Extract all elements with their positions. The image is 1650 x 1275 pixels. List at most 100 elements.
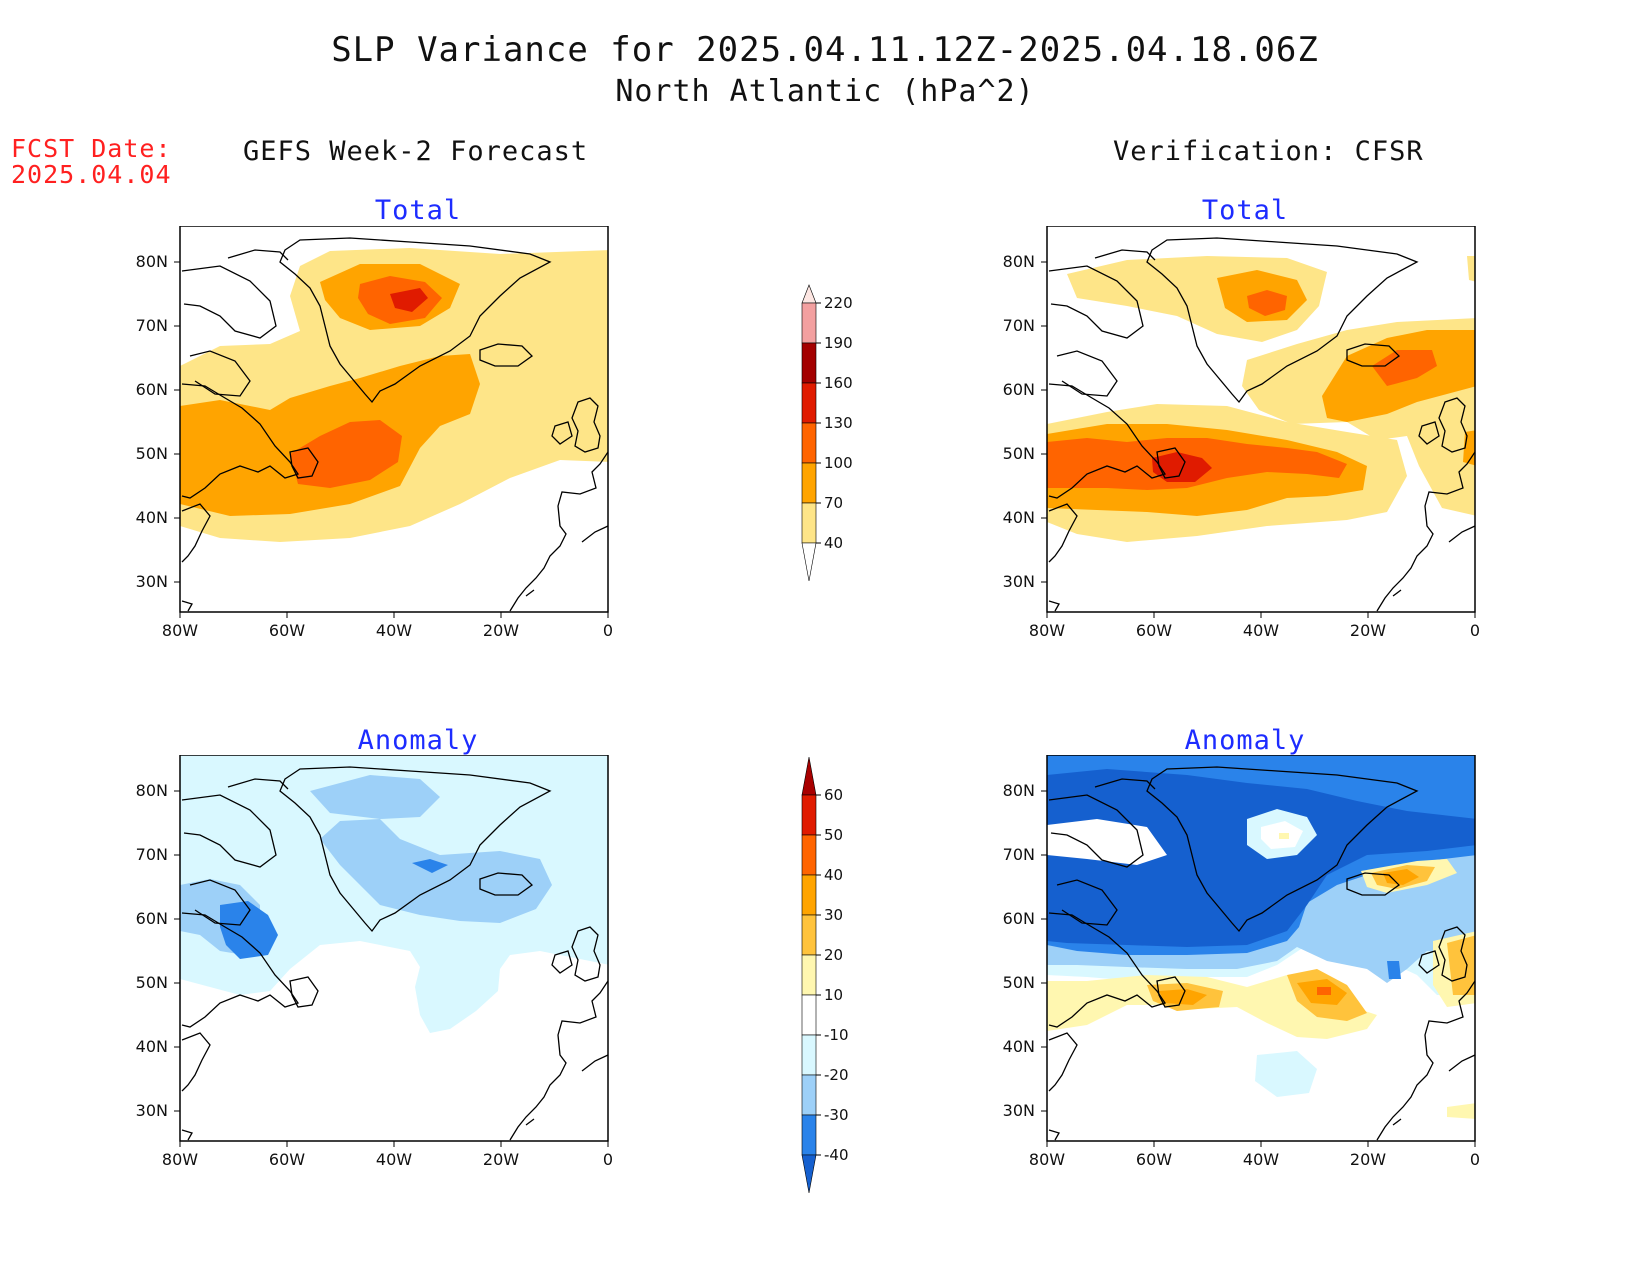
lon-label: 40W: [1243, 1150, 1279, 1169]
colorbar-anomaly-label: -20: [824, 1066, 849, 1084]
main-title: SLP Variance for 2025.04.11.12Z-2025.04.…: [331, 30, 1319, 70]
right-column-title: Verification: CFSR: [1113, 136, 1424, 167]
contour-30-40-c: [1383, 869, 1419, 885]
colorbar-total: 40 70 100 130 160 190 220: [790, 283, 870, 617]
contour-neg10-south: [1255, 1051, 1317, 1097]
colorbar-anomaly-top-triangle: [801, 756, 817, 796]
colorbar-total-label: 160: [824, 374, 853, 392]
lat-label: 80N: [1003, 252, 1035, 271]
colorbar-anomaly-segment: [801, 1074, 817, 1116]
lon-label: 60W: [1136, 1150, 1172, 1169]
colorbar-anomaly-label: 20: [824, 946, 843, 964]
colorbar-anomaly-label: 40: [824, 866, 843, 884]
lat-label: 50N: [1003, 444, 1035, 463]
lat-label: 40N: [1003, 508, 1035, 527]
colorbar-anomaly: -40 -30 -20 -10 10 20 30 40 50 60: [790, 755, 870, 1209]
contour-below-neg40: [1047, 769, 1475, 947]
colorbar-total-segment: [801, 462, 817, 504]
colorbar-anomaly-label: -30: [824, 1106, 849, 1124]
lon-label: 20W: [1350, 1150, 1386, 1169]
colorbar-total-segment: [801, 502, 817, 544]
lon-label: 60W: [1136, 621, 1172, 640]
contour-100-130-north: [1247, 290, 1287, 316]
panel-title-top-right: Total: [1201, 195, 1289, 226]
contour-10-20-spot: [1279, 833, 1289, 839]
lon-label: 80W: [162, 621, 198, 640]
lat-label: 70N: [1003, 845, 1035, 864]
contour-neg30-neg40-a: [220, 901, 278, 959]
lon-label: 0: [1470, 621, 1480, 640]
colorbar-anomaly-segment: [801, 874, 817, 916]
contour-neg30-spot: [1387, 961, 1401, 979]
lon-label: 40W: [376, 1150, 412, 1169]
lon-label: 0: [603, 621, 613, 640]
colorbar-total-label: 130: [824, 414, 853, 432]
colorbar-total-segment: [801, 422, 817, 464]
colorbar-total-segment: [801, 342, 817, 384]
lon-label: 20W: [1350, 621, 1386, 640]
colorbar-anomaly-segment: [801, 1034, 817, 1076]
contour-40-70-corner: [1467, 256, 1475, 282]
colorbar-total-label: 70: [824, 494, 843, 512]
main-subtitle: North Atlantic (hPa^2): [615, 74, 1035, 109]
contour-neg30-neg40-b: [412, 859, 448, 873]
lat-label: 60N: [136, 380, 168, 399]
contour-130-160: [390, 288, 428, 312]
panel-cfsr-total: 80N 70N 60N 50N 40N 30N 80W 60W 40W 20W …: [987, 225, 1507, 650]
contour-10-20-corner: [1447, 1103, 1475, 1119]
contour-40-50-spot: [1317, 987, 1331, 995]
panel-title-bottom-right: Anomaly: [1184, 725, 1306, 756]
lon-label: 40W: [1243, 621, 1279, 640]
lat-label: 50N: [1003, 973, 1035, 992]
colorbar-anomaly-label: 10: [824, 986, 843, 1004]
lon-label: 0: [1470, 1150, 1480, 1169]
lat-label: 40N: [1003, 1037, 1035, 1056]
lat-ticks: [174, 261, 609, 618]
panel-cfsr-anomaly: 80N 70N 60N 50N 40N 30N 80W 60W 40W 20W …: [987, 754, 1507, 1179]
lat-label: 80N: [1003, 781, 1035, 800]
panel-gefs-anomaly: 80N 70N 60N 50N 40N 30N 80W 60W 40W 20W …: [120, 754, 640, 1179]
colorbar-anomaly-label: 60: [824, 786, 843, 804]
colorbar-anomaly-segment: [801, 994, 817, 1036]
lat-label: 80N: [136, 781, 168, 800]
lat-label: 70N: [136, 845, 168, 864]
colorbar-total-label: 40: [824, 534, 843, 552]
lat-label: 30N: [1003, 1101, 1035, 1120]
contour-100-130-south: [290, 420, 402, 488]
panel-title-bottom-left: Anomaly: [357, 725, 479, 756]
colorbar-total-label: 100: [824, 454, 853, 472]
colorbar-anomaly-segment: [801, 1114, 817, 1156]
lat-label: 50N: [136, 973, 168, 992]
lon-label: 80W: [1029, 1150, 1065, 1169]
forecast-date-label: FCST Date:: [11, 134, 172, 163]
colorbar-total-label: 190: [824, 334, 853, 352]
colorbar-total-top-triangle: [801, 284, 817, 304]
lat-label: 30N: [136, 572, 168, 591]
lon-label: 60W: [269, 1150, 305, 1169]
lon-label: 20W: [483, 1150, 519, 1169]
colorbar-total-segment: [801, 302, 817, 344]
colorbar-anomaly-segment: [801, 914, 817, 956]
lat-label: 40N: [136, 1037, 168, 1056]
lon-label: 0: [603, 1150, 613, 1169]
colorbar-anomaly-segment: [801, 834, 817, 876]
left-column-title: GEFS Week-2 Forecast: [243, 136, 589, 167]
panel-title-top-left: Total: [374, 195, 462, 226]
contour-neg20-neg30-a: [310, 775, 440, 819]
lat-label: 70N: [136, 316, 168, 335]
lat-label: 60N: [1003, 380, 1035, 399]
lat-label: 60N: [1003, 909, 1035, 928]
lon-label: 20W: [483, 621, 519, 640]
colorbar-total-bottom-triangle: [801, 542, 817, 582]
colorbar-anomaly-label: 30: [824, 906, 843, 924]
colorbar-anomaly-bottom-triangle: [801, 1154, 817, 1194]
lat-label: 60N: [136, 909, 168, 928]
contour-100-130-east: [1372, 350, 1437, 386]
colorbar-anomaly-label: -40: [824, 1146, 849, 1164]
lat-label: 70N: [1003, 316, 1035, 335]
lon-label: 40W: [376, 621, 412, 640]
lat-label: 50N: [136, 444, 168, 463]
colorbar-total-segment: [801, 382, 817, 424]
lat-label: 30N: [1003, 572, 1035, 591]
colorbar-total-label: 220: [824, 294, 853, 312]
